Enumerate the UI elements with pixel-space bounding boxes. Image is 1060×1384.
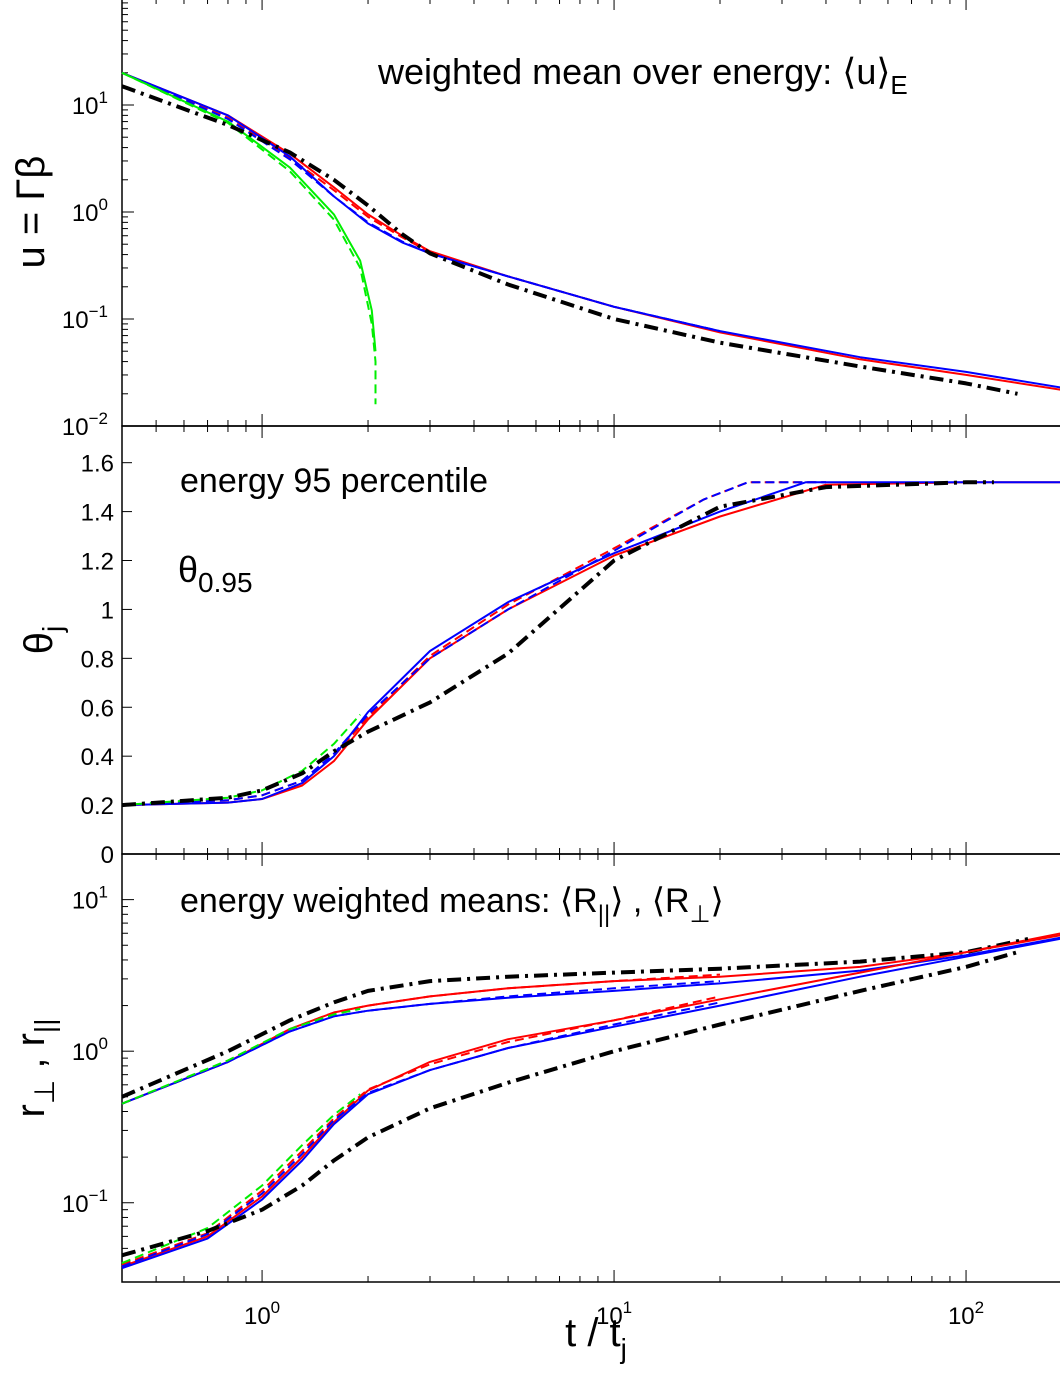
y-tick-label: 0.2 xyxy=(81,793,114,820)
series-line xyxy=(121,481,1060,807)
panel-bottom-frame xyxy=(121,853,1060,1283)
x-tick-label-base: 10 xyxy=(596,1303,623,1330)
y-tick-label: 1.2 xyxy=(81,549,114,576)
series-line xyxy=(121,980,721,1105)
y-tick-label-base: 10 xyxy=(72,1039,99,1066)
series-line xyxy=(121,995,721,1266)
series-line xyxy=(121,481,1060,807)
y-tick-label: 100 xyxy=(72,195,108,227)
y-tick-label-exp: −2 xyxy=(89,409,108,428)
y-tick-label-exp: 0 xyxy=(99,1034,108,1053)
x-tick-label-base: 10 xyxy=(244,1303,271,1330)
y-tick-label-exp: 0 xyxy=(99,195,108,214)
y-tick-label: 0.8 xyxy=(81,646,114,673)
y-tick-label: 10−1 xyxy=(62,1186,108,1218)
x-axis-label-main: t / t xyxy=(565,1311,621,1355)
panel-bottom-annotation-pre: energy weighted means: ⟨R xyxy=(180,882,598,920)
panel-top-ylabel: u = Γβ xyxy=(9,156,53,269)
y-tick-label: 0 xyxy=(101,842,114,869)
series-line xyxy=(121,71,377,352)
panel-top-annotation-main: weighted mean over energy: ⟨u⟩ xyxy=(377,51,890,92)
panel-top-annotation: weighted mean over energy: ⟨u⟩E xyxy=(377,51,908,100)
x-axis-label: t / tj xyxy=(565,1311,627,1364)
panel-bottom-annotation-post: ⟩ xyxy=(711,882,724,920)
y-tick-label-exp: −1 xyxy=(89,1186,108,1205)
series-line xyxy=(121,937,1029,1099)
y-tick-label: 1.4 xyxy=(81,500,114,527)
panel-middle-annotation-theta: θ0.95 xyxy=(178,549,253,598)
panel-top-annotation-sub: E xyxy=(890,70,907,100)
series-line xyxy=(121,71,1060,391)
y-tick-label-exp: 1 xyxy=(99,88,108,107)
series-line xyxy=(121,481,826,807)
y-tick-label-base: 10 xyxy=(62,307,89,334)
x-axis-label-sub: j xyxy=(620,1333,627,1364)
panel-bottom-ylabel-sub1: ⊥ xyxy=(29,1080,60,1104)
series-line xyxy=(121,71,377,405)
series-line xyxy=(121,937,1060,1270)
panel-middle-marks: 0 0.2 0.4 0.6 0.8 1 1.2 1.4 1.6 xyxy=(81,426,1060,869)
y-tick-label: 101 xyxy=(72,883,108,915)
panel-middle-annotation: energy 95 percentile xyxy=(180,462,488,500)
y-tick-label-base: 10 xyxy=(62,414,89,441)
series-line xyxy=(121,71,1060,389)
panel-bottom-ylabel-sub2: || xyxy=(29,1019,60,1034)
panel-middle-ylabel-sub: j xyxy=(37,626,68,633)
y-tick-label: 10−1 xyxy=(62,302,108,334)
y-tick-label: 1 xyxy=(101,597,114,624)
y-tick-label: 0.6 xyxy=(81,695,114,722)
series-line xyxy=(121,1093,361,1265)
x-tick-label-exp: 0 xyxy=(271,1298,280,1317)
panel-bottom-annotation-sub2: ⊥ xyxy=(690,901,711,928)
y-tick-label: 0.4 xyxy=(81,744,114,771)
y-tick-label-base: 10 xyxy=(72,888,99,915)
x-tick-label-exp: 2 xyxy=(975,1298,984,1317)
panel-bottom-annotation: energy weighted means: ⟨R||⟩ , ⟨R⊥⟩ xyxy=(180,882,724,928)
panel-middle: 0 0.2 0.4 0.6 0.8 1 1.2 1.4 1.6 energy 95 percen… xyxy=(17,425,1060,869)
x-tick-label: 100 xyxy=(244,1298,280,1330)
y-tick-label: 1.6 xyxy=(81,451,114,478)
panel-bottom-ylabel-r1: r xyxy=(9,1104,53,1117)
series-line xyxy=(121,1007,361,1105)
y-tick-label: 101 xyxy=(72,88,108,120)
panel-middle-ylabel-main: θ xyxy=(17,632,61,654)
panel-bottom-ylabel: r⊥ , r|| xyxy=(9,1019,60,1118)
x-tick-label: 102 xyxy=(948,1298,984,1330)
panel-middle-annotation-theta-sub: 0.95 xyxy=(198,567,253,598)
panel-bottom-ylabel-comma: , r xyxy=(9,1033,53,1080)
panel-middle-annotation-theta-main: θ xyxy=(178,549,198,590)
y-tick-label-base: 10 xyxy=(72,200,99,227)
y-tick-label-base: 10 xyxy=(72,93,99,120)
series-line xyxy=(121,1001,721,1268)
panel-middle-ylabel: θj xyxy=(17,626,68,654)
y-tick-label-exp: −1 xyxy=(89,302,108,321)
x-tick-label: 101 xyxy=(596,1298,632,1330)
series-line xyxy=(121,71,721,333)
series-line xyxy=(121,481,826,807)
x-tick-label-exp: 1 xyxy=(623,1298,632,1317)
series-line xyxy=(121,480,994,808)
x-tick-label-base: 10 xyxy=(948,1303,975,1330)
panel-bottom-annotation-sub1: || xyxy=(598,901,610,928)
series-line xyxy=(121,71,721,333)
series-line xyxy=(121,973,721,1105)
panel-bottom-annotation-mid: ⟩ , ⟨R xyxy=(610,882,689,920)
y-tick-label: 10−2 xyxy=(62,409,108,441)
y-tick-label-exp: 1 xyxy=(99,883,108,902)
series-line xyxy=(121,950,1019,1258)
y-tick-label-base: 10 xyxy=(62,1191,89,1218)
y-tick-label: 100 xyxy=(72,1034,108,1066)
series-line xyxy=(121,934,1060,1268)
series-line xyxy=(121,84,1018,396)
